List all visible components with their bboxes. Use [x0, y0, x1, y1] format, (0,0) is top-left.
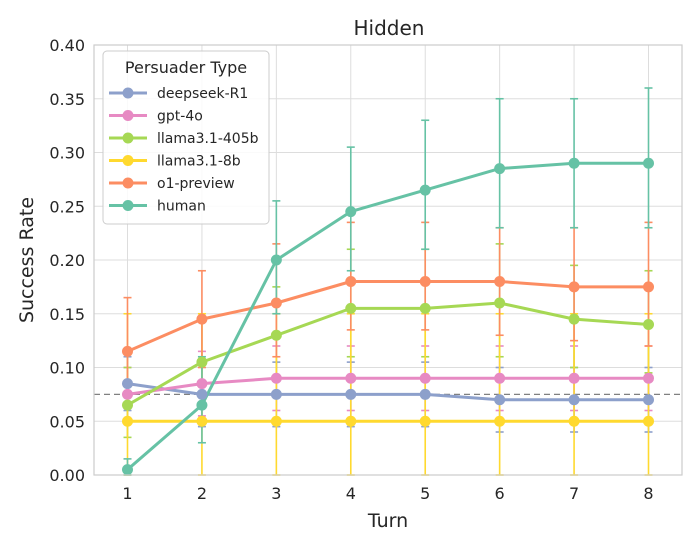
- point-deepseek-r1: [419, 388, 431, 400]
- legend-label-o1-preview: o1-preview: [157, 176, 235, 192]
- point-deepseek-r1: [494, 394, 506, 406]
- point-o1-preview: [419, 276, 431, 287]
- x-tick-label: 8: [643, 484, 653, 503]
- legend: Persuader Type deepseek-R1 gpt-4o llama3.1…: [102, 50, 270, 225]
- point-deepseek-r1: [121, 378, 133, 390]
- point-gpt-4o: [270, 372, 282, 384]
- point-llama3-1-405b: [568, 313, 580, 325]
- point-deepseek-r1: [345, 388, 357, 400]
- y-tick-label: 0.40: [49, 36, 85, 55]
- legend-marker-deepseek-r1: [122, 87, 134, 99]
- data-points: [121, 157, 655, 476]
- point-o1-preview: [345, 276, 357, 287]
- point-llama3-1-405b: [345, 302, 357, 314]
- point-llama3-1-8b: [494, 415, 506, 427]
- point-llama3-1-8b: [568, 415, 580, 427]
- point-gpt-4o: [494, 372, 506, 384]
- series-line-llama3-1-405b: [126, 301, 649, 407]
- x-axis-label: Turn: [367, 510, 408, 532]
- series-line-deepseek-r1: [127, 382, 649, 402]
- plot-area: [93, 44, 683, 476]
- point-llama3-1-405b: [419, 302, 431, 314]
- point-deepseek-r1: [643, 394, 655, 406]
- legend-title: Persuader Type: [125, 58, 247, 77]
- point-gpt-4o: [419, 372, 431, 384]
- point-human: [419, 184, 431, 196]
- point-gpt-4o: [196, 378, 208, 390]
- point-llama3-1-8b: [643, 415, 655, 427]
- point-gpt-4o: [568, 372, 580, 384]
- point-llama3-1-405b: [270, 329, 282, 341]
- series-lines: [126, 161, 649, 471]
- point-gpt-4o: [643, 372, 655, 384]
- legend-marker-o1-preview: [122, 177, 134, 189]
- y-tick-label: 0.30: [49, 144, 85, 163]
- point-human: [196, 399, 208, 411]
- point-gpt-4o: [121, 388, 133, 400]
- y-axis-ticks: 0.00 0.05 0.10 0.15 0.20 0.25 0.30 0.35 0.40: [49, 36, 85, 485]
- y-tick-label: 0.05: [49, 412, 85, 431]
- x-axis-ticks: 1 2 3 4 5 6 7 8: [122, 484, 653, 503]
- point-o1-preview: [568, 281, 580, 293]
- x-tick-label: 1: [122, 484, 132, 503]
- point-o1-preview: [643, 281, 655, 293]
- point-o1-preview: [270, 297, 282, 309]
- legend-marker-gpt-4o: [122, 110, 134, 121]
- y-tick-label: 0.15: [49, 305, 85, 324]
- point-human: [568, 157, 580, 169]
- plot-border: [93, 44, 683, 476]
- point-human: [121, 464, 133, 476]
- legend-items: deepseek-R1 gpt-4o llama3.1-405b llama3.1-8…: [109, 86, 259, 215]
- point-gpt-4o: [345, 372, 357, 384]
- legend-marker-llama3-1-405b: [122, 132, 134, 144]
- legend-label-llama3-1-405b: llama3.1-405b: [157, 131, 259, 147]
- y-tick-label: 0.00: [49, 466, 85, 485]
- point-o1-preview: [494, 276, 506, 287]
- point-human: [345, 206, 357, 218]
- x-tick-label: 5: [420, 484, 430, 503]
- point-llama3-1-8b: [345, 415, 357, 427]
- point-o1-preview: [196, 313, 208, 325]
- x-tick-label: 3: [271, 484, 281, 503]
- y-tick-label: 0.10: [49, 359, 85, 378]
- point-llama3-1-8b: [270, 415, 282, 427]
- x-tick-label: 2: [197, 484, 207, 503]
- point-llama3-1-405b: [196, 356, 208, 368]
- legend-marker-llama3-1-8b: [122, 155, 134, 166]
- point-llama3-1-8b: [419, 415, 431, 427]
- series-line-o1-preview: [126, 280, 649, 353]
- y-tick-label: 0.20: [49, 251, 85, 270]
- point-llama3-1-8b: [121, 415, 133, 427]
- point-llama3-1-8b: [196, 415, 208, 427]
- legend-label-llama3-1-8b: llama3.1-8b: [157, 154, 241, 170]
- point-human: [643, 157, 655, 169]
- point-llama3-1-405b: [643, 319, 655, 330]
- point-deepseek-r1: [568, 394, 580, 406]
- point-o1-preview: [121, 345, 133, 357]
- x-tick-label: 4: [346, 484, 356, 503]
- y-tick-label: 0.35: [49, 90, 85, 109]
- point-llama3-1-405b: [121, 399, 133, 411]
- series-line-human: [126, 161, 649, 471]
- point-human: [494, 163, 506, 175]
- legend-label-deepseek-r1: deepseek-R1: [157, 86, 248, 102]
- x-tick-label: 6: [495, 484, 505, 503]
- x-tick-label: 7: [569, 484, 579, 503]
- point-deepseek-r1: [196, 388, 208, 400]
- y-tick-label: 0.25: [49, 197, 85, 216]
- point-deepseek-r1: [270, 388, 282, 400]
- legend-marker-human: [122, 200, 134, 211]
- point-human: [270, 254, 282, 266]
- point-llama3-1-405b: [494, 297, 506, 309]
- y-axis-label: Success Rate: [16, 197, 38, 323]
- chart-title: Hidden: [354, 16, 425, 40]
- legend-label-gpt-4o: gpt-4o: [157, 109, 203, 125]
- legend-label-human: human: [157, 199, 206, 215]
